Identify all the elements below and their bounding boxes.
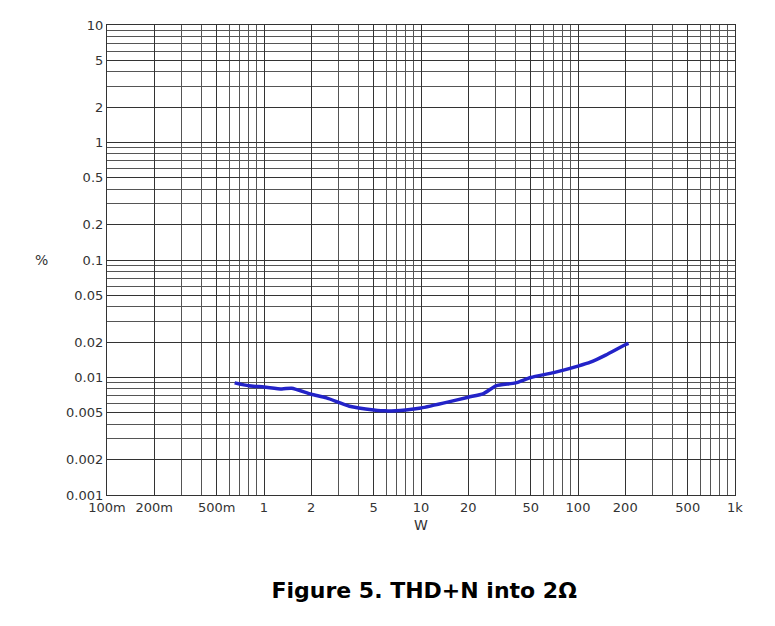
svg-text:20: 20 — [460, 500, 477, 515]
svg-text:1: 1 — [95, 135, 103, 150]
svg-text:1: 1 — [260, 500, 268, 515]
svg-text:0.05: 0.05 — [74, 288, 103, 303]
svg-text:1k: 1k — [727, 500, 743, 515]
svg-text:500m: 500m — [198, 500, 235, 515]
svg-text:200: 200 — [613, 500, 638, 515]
svg-text:0.02: 0.02 — [74, 335, 103, 350]
svg-text:0.5: 0.5 — [83, 170, 104, 185]
svg-text:0.2: 0.2 — [83, 217, 104, 232]
svg-text:5: 5 — [370, 500, 378, 515]
svg-text:5: 5 — [95, 53, 103, 68]
svg-text:0.01: 0.01 — [74, 370, 103, 385]
svg-text:100m: 100m — [88, 500, 125, 515]
svg-text:10: 10 — [87, 18, 104, 33]
svg-text:10: 10 — [413, 500, 430, 515]
svg-text:50: 50 — [522, 500, 539, 515]
svg-text:500: 500 — [675, 500, 700, 515]
svg-text:0.002: 0.002 — [66, 452, 103, 467]
svg-text:2: 2 — [95, 100, 103, 115]
svg-text:2: 2 — [307, 500, 315, 515]
svg-text:Figure 5. THD+N into 2Ω: Figure 5. THD+N into 2Ω — [271, 578, 577, 603]
svg-text:%: % — [35, 252, 48, 268]
svg-text:W: W — [414, 517, 428, 533]
svg-text:0.005: 0.005 — [66, 405, 103, 420]
svg-text:0.001: 0.001 — [66, 488, 103, 503]
svg-text:100: 100 — [566, 500, 591, 515]
svg-text:200m: 200m — [136, 500, 173, 515]
svg-text:0.1: 0.1 — [83, 253, 104, 268]
